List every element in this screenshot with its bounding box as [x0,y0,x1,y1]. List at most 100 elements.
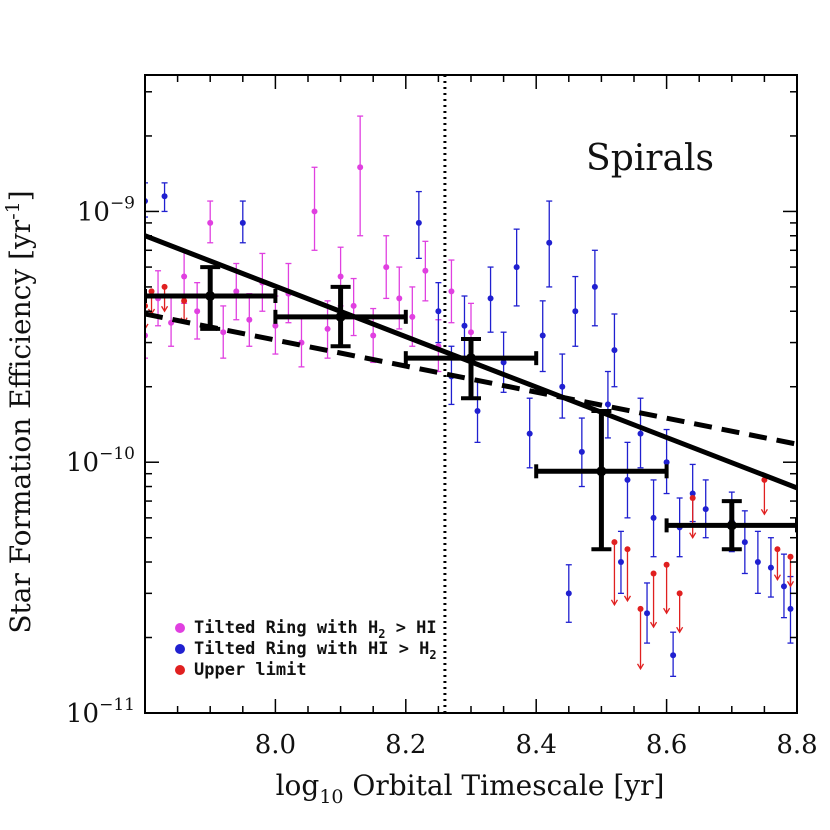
upper-limit-arrowhead [663,607,671,615]
data-point [604,401,611,408]
data-point [650,514,657,521]
data-point [650,570,657,577]
y-axis-title-close: ] [4,190,37,201]
y-axis-title-superscript: -1 [2,201,24,220]
data-point [676,590,683,597]
upper-limit-arrowhead [689,532,697,539]
data-point [148,288,155,295]
legend-label-part: > HI [385,618,436,638]
data-point [239,219,246,226]
x-axis-title: log10 Orbital Timescale [yr] [276,769,665,808]
plot-area [145,75,797,713]
x-tick-label: 8.6 [646,730,687,760]
data-point [624,476,631,483]
data-point [565,590,572,597]
data-point [572,308,579,315]
data-point [468,329,474,336]
legend-marker [175,623,185,633]
legend-marker [175,665,185,675]
data-point [500,359,507,366]
data-point [546,239,553,246]
data-point [246,316,253,323]
data-point [409,313,416,320]
data-point [539,332,546,339]
upper-limit-arrowhead [676,626,684,634]
legend-marker [175,644,185,654]
data-point [663,459,670,466]
data-point [611,347,618,354]
series-0 [145,115,474,373]
x-axis-title-rest: Orbital Timescale [yr] [344,769,665,802]
data-point [272,322,279,329]
y-tick-label-base: 10 [77,197,110,227]
legend-label: Tilted Ring with HI > H2 [194,639,437,662]
data-point [754,559,761,566]
data-point [370,332,377,339]
legend-label-subscript: 2 [378,627,385,641]
x-tick-label: 8.0 [255,730,296,760]
data-point [474,408,481,415]
data-point [422,267,429,274]
y-tick-label: 10−11 [66,695,135,729]
y-tick-label: 10−10 [66,444,135,478]
data-point [233,288,240,295]
data-point [702,506,709,513]
binned-points [145,265,797,552]
y-tick-label-exponent: −10 [99,444,135,464]
data-point [181,273,188,280]
legend-label-part: Tilted Ring with HI > H [194,639,429,659]
data-point [780,583,787,590]
data-point [396,295,403,302]
data-point [689,494,696,501]
data-point [181,297,188,304]
x-tick-label: 8.4 [516,730,557,760]
upper-limit-arrowhead [161,305,169,313]
data-point [559,383,566,390]
x-axis-title-prefix: log [276,769,320,802]
data-point [513,264,520,271]
legend-label: Tilted Ring with H2 > HI [194,618,437,641]
data-point [337,273,344,280]
data-point [435,308,442,315]
data-point [161,193,168,200]
data-point [591,283,598,290]
upper-limit-arrowhead [773,574,781,581]
y-tick-label-base: 10 [66,699,99,729]
data-point [448,288,455,295]
data-point [637,430,644,437]
legend-label: Upper limit [194,660,307,680]
data-point [689,490,696,497]
data-point [357,164,364,171]
data-point [526,430,533,437]
upper-limit-arrowhead [623,595,632,603]
bin-median-point [335,311,346,322]
y-tick-label: 10−9 [77,193,135,227]
y-axis-title-base: Star Formation Efficiency [yr [4,219,37,633]
data-point [611,539,618,546]
upper-limit-arrowhead [760,508,768,516]
data-point [461,322,468,329]
upper-limit-arrowhead [650,621,658,629]
bin-median-point [596,466,607,477]
data-point [624,546,631,553]
data-point [220,329,227,336]
bin-median-point [726,520,737,531]
upper-limit-arrowhead [610,599,618,607]
y-axis-title: Star Formation Efficiency [yr-1] [2,190,37,633]
upper-limit-arrowhead [636,663,645,671]
plot-data [145,75,797,713]
data-point [207,219,214,226]
data-point [767,564,774,571]
data-point [415,219,422,226]
data-point [161,283,168,290]
data-point [487,295,494,302]
data-point [311,208,318,215]
y-tick-label-base: 10 [66,448,99,478]
bin-median-point [466,353,476,364]
annotation-spirals: Spirals [586,138,714,179]
legend-label-part: Tilted Ring with H [194,618,378,638]
